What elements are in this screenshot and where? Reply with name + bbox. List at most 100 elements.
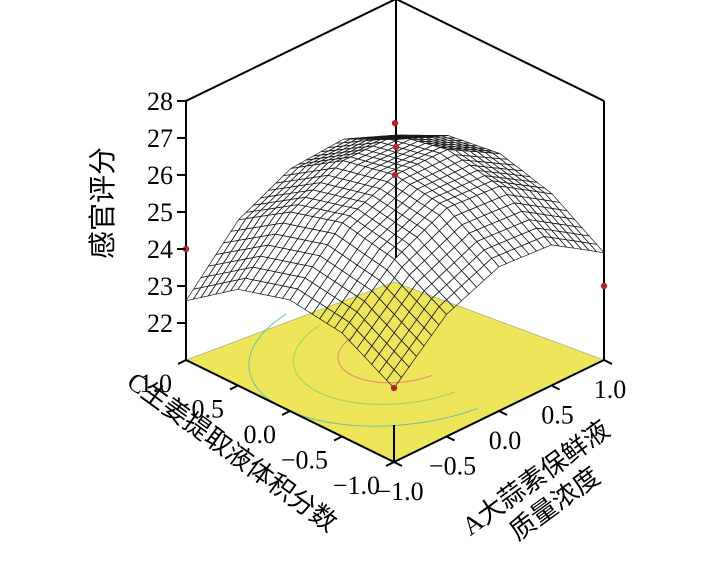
surface-patch xyxy=(319,231,336,246)
surface-patch xyxy=(416,244,433,262)
surface-patch xyxy=(274,235,291,249)
surface-patch xyxy=(282,261,299,276)
z-tick-label: 26 xyxy=(147,161,173,190)
surface-patch xyxy=(401,259,418,276)
y-tick-mark xyxy=(177,359,187,365)
surface-patch xyxy=(371,223,388,237)
surface-patch xyxy=(416,229,433,246)
surface-patch xyxy=(409,163,426,173)
surface-patch xyxy=(439,175,456,185)
surface-patch xyxy=(386,221,403,235)
surface-patch xyxy=(282,224,299,238)
surface-patch xyxy=(431,169,449,180)
surface-patch xyxy=(439,157,456,168)
surface-patch xyxy=(312,242,329,257)
surface-patch xyxy=(423,190,441,199)
surface-patch xyxy=(446,180,463,190)
surface-patch xyxy=(416,177,434,186)
surface-patch xyxy=(439,149,456,159)
box-left-top xyxy=(185,0,397,102)
surface-patch xyxy=(468,256,485,273)
axis-box xyxy=(185,0,605,462)
surface-patch xyxy=(371,199,388,213)
surface-patch xyxy=(453,239,470,257)
surface-patch xyxy=(349,208,366,222)
y-tick-label: −0.5 xyxy=(281,446,328,475)
surface-patch xyxy=(379,228,396,243)
surface-patch xyxy=(446,154,464,164)
surface-patch xyxy=(282,287,299,301)
surface-patch xyxy=(423,252,440,270)
surface-patch xyxy=(356,213,373,227)
surface-patch xyxy=(431,245,448,262)
surface-patch xyxy=(431,178,448,188)
surface-patch xyxy=(446,246,463,264)
surface-patch xyxy=(409,212,426,226)
surface-patch xyxy=(379,216,396,230)
surface-patch xyxy=(386,186,403,199)
surface-patch xyxy=(416,168,434,178)
surface-patch xyxy=(394,202,411,216)
y-tick-label: 0.5 xyxy=(192,395,225,424)
surface-patch xyxy=(476,249,493,266)
surface-patch xyxy=(274,285,291,299)
surface-patch xyxy=(416,193,433,207)
surface-patch xyxy=(476,183,493,193)
x-tick-label: 0.5 xyxy=(541,401,574,430)
surface-patch xyxy=(416,260,433,277)
surface-patch xyxy=(431,276,448,293)
surface-patch xyxy=(289,276,306,290)
surface-patch xyxy=(304,228,321,243)
x-tick-mark xyxy=(498,410,508,416)
x-tick-label: −1.0 xyxy=(376,477,423,506)
surface-patch xyxy=(416,185,433,195)
z-axis-title: 感官评分 xyxy=(87,147,119,259)
y-axis-ticks: −1.0−0.50.0 0.5 1.0 xyxy=(140,359,395,500)
surface-patch xyxy=(409,236,425,254)
box-right-top xyxy=(395,0,605,102)
surface-patch xyxy=(438,238,455,255)
surface-patch xyxy=(431,152,449,163)
surface-patch xyxy=(468,240,485,258)
surface-patch xyxy=(431,230,448,247)
z-axis-ticks: 22 23 24 25 26 27 28 xyxy=(147,87,186,338)
surface-patch xyxy=(453,285,470,302)
surface-patch xyxy=(453,224,470,241)
surface-patch xyxy=(289,213,306,227)
surface-patch xyxy=(453,255,470,272)
surface-patch xyxy=(274,247,291,262)
surface-patch xyxy=(401,195,418,209)
surface-patch xyxy=(446,171,463,181)
x-tick-mark xyxy=(603,359,613,365)
surface-patch xyxy=(423,268,440,285)
surface-patch xyxy=(267,283,284,298)
surface-patch xyxy=(364,206,381,220)
surface-patch xyxy=(468,178,486,188)
x-axis-ticks: −1.0−0.5 0.0 0.5 1.0 xyxy=(376,359,626,506)
surface-patch xyxy=(364,230,381,245)
surface-patch xyxy=(341,215,358,229)
surface-patch xyxy=(424,198,441,211)
response-surface xyxy=(185,134,605,389)
surface-patch xyxy=(297,239,314,254)
surface-patch xyxy=(312,230,329,244)
surface-patch xyxy=(461,190,478,199)
surface-patch xyxy=(461,173,478,183)
surface-patch xyxy=(461,263,478,280)
y-tick-mark xyxy=(229,384,239,391)
surface-patch xyxy=(289,225,306,239)
x-tick-mark xyxy=(446,435,455,442)
surface-patch xyxy=(394,190,411,204)
surface-patch xyxy=(356,225,373,239)
surface-patch xyxy=(364,194,381,208)
surface-patch xyxy=(252,280,269,295)
surface-patch xyxy=(416,205,433,219)
y-tick-mark xyxy=(281,410,291,416)
surface-patch xyxy=(416,159,434,170)
surface-patch xyxy=(244,279,261,293)
surface-patch xyxy=(297,227,314,241)
surface-patch xyxy=(446,277,463,294)
surface-patch xyxy=(408,267,425,284)
z-tick-label: 23 xyxy=(147,272,173,301)
